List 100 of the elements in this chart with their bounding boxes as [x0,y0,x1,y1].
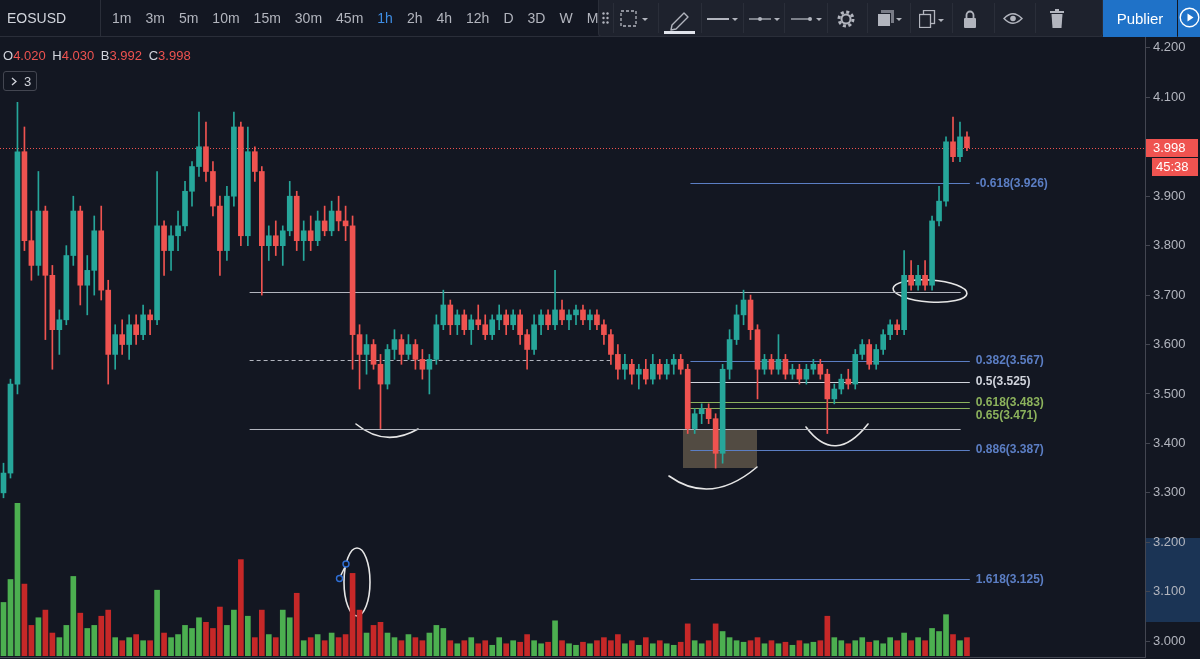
y-tick-label: 3.400 [1153,434,1186,450]
bar [726,637,733,656]
toggle-button: 3 [3,71,37,91]
bar [510,640,516,656]
bar [964,637,970,656]
text: W [558,10,574,26]
bar [908,640,914,656]
bar [957,640,963,656]
bar [915,637,921,656]
bar [293,592,300,656]
text: 45:38 [1156,159,1189,175]
bar [754,637,761,656]
ref-line-label: -0.618(3.926) [975,175,1048,190]
bar [126,637,132,656]
bar [447,640,454,656]
text: 30m [293,10,324,26]
bar [817,640,824,656]
text: M [585,10,600,26]
y-tick-label: 3.700 [1153,286,1186,302]
bar [419,640,426,656]
bar [454,643,461,656]
ref-line-label: 0.886(3.387) [975,442,1044,457]
ref-line-label: 1.618(3.125) [975,571,1044,586]
y-tick-label: 3.500 [1153,385,1186,401]
bar [265,634,272,656]
bar [950,634,956,656]
bar [629,640,635,656]
bar [866,641,873,656]
text: 3m [144,10,166,26]
text: 5m [177,10,200,26]
bar [747,640,754,656]
bar [622,643,628,656]
bar [642,637,649,656]
y-tick-label: 3.300 [1153,484,1186,500]
candlestick [636,363,642,390]
candlestick [552,270,558,331]
bar [77,612,84,656]
bar [545,641,551,656]
text: D [502,10,515,26]
y-tick-label: 3.100 [1153,583,1186,599]
bar [733,640,740,656]
y-tick-label: 3.600 [1153,336,1186,352]
y-tick-label: 3.800 [1153,237,1186,253]
text: 10m [211,10,241,26]
bar [147,640,153,656]
ref-line-label: 0.618(3.483) [975,394,1044,409]
bar [587,643,593,656]
bar [321,640,328,656]
bar [580,641,586,656]
y-tick-label: 3.900 [1153,187,1186,203]
y-tick-label: 4.100 [1153,88,1186,104]
bar [559,640,565,656]
bar [803,643,810,656]
bar [649,643,656,656]
bar [238,559,244,656]
bar [901,632,907,656]
bar [119,640,126,656]
bar [300,640,307,656]
bar [845,643,852,656]
text: 2h [405,10,424,26]
bar [112,637,119,656]
bar [133,634,139,656]
ref-line-label: 0.5(3.525) [975,373,1031,388]
bar [398,640,405,656]
bar [796,640,803,656]
ref-line-label: 0.65(3.471) [975,407,1038,422]
publish-button: Publier [1103,0,1177,37]
bar [307,637,314,656]
bar [245,615,251,656]
bar [761,643,768,656]
text: 1h [376,10,394,26]
text: 4h [435,10,454,26]
bar [140,640,146,656]
bar [391,637,398,656]
text: O4.020 H4.030 B3.992 C3.998 [3,48,191,63]
bar [636,644,642,656]
text: 15m [252,10,282,26]
text: 1m [111,10,133,26]
y-tick-label: 3.200 [1153,533,1186,549]
bar [656,640,663,656]
annotation: 3 [24,74,32,89]
bar [154,589,160,656]
bar [768,640,775,656]
bar [461,640,468,656]
bar [705,640,712,656]
text: 45m [335,10,365,26]
bar [161,632,167,656]
ref-line-label: 0.382(3.567) [975,353,1044,368]
ref-line-label: 3.998 [1153,140,1186,156]
bar [335,637,342,656]
bar [412,637,419,656]
candlestick [622,354,628,380]
bar [272,637,279,656]
text: 12h [465,10,491,26]
bar [922,640,928,656]
y-tick-label: 4.200 [1153,39,1186,55]
bar [503,643,509,656]
bar [468,637,475,656]
bar [894,640,900,656]
candlestick [147,309,153,335]
